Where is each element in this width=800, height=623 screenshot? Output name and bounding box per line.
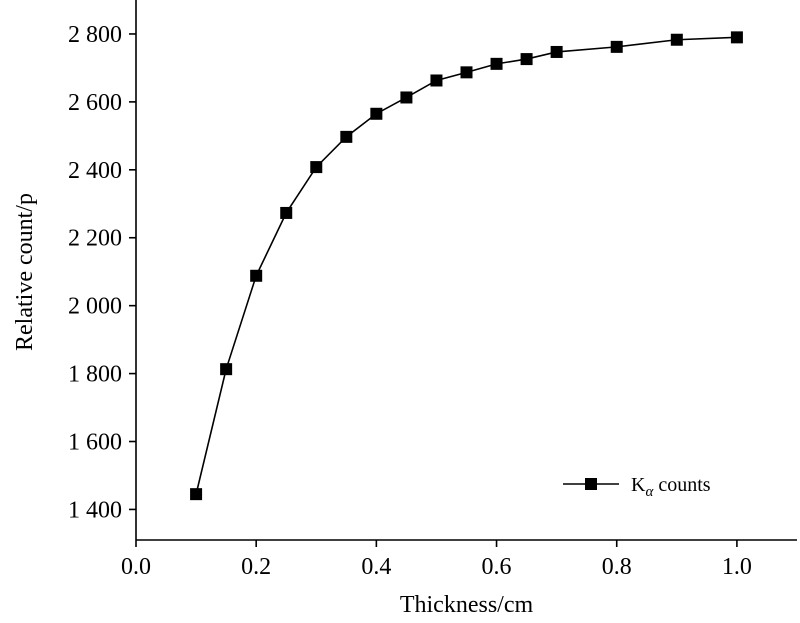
data-point-marker (550, 45, 563, 58)
data-point-marker (730, 31, 743, 44)
legend-label: Kα counts (631, 474, 711, 500)
series-line (195, 36, 737, 495)
legend: Kα counts (563, 474, 711, 500)
legend-label-rest: counts (653, 474, 710, 496)
data-point-marker (460, 66, 473, 79)
x-tick-label: 0.2 (241, 554, 271, 580)
x-tick-label: 0.0 (121, 554, 151, 580)
y-tick-label: 2 800 (68, 22, 122, 48)
data-point-marker (190, 488, 203, 501)
data-point-marker (340, 130, 353, 143)
data-point-marker (280, 206, 293, 219)
series-group (190, 31, 743, 501)
x-tick-label: 0.4 (361, 554, 391, 580)
y-tick-label: 1 400 (68, 497, 122, 523)
y-tick-label: 1 600 (68, 430, 122, 456)
data-point-marker (220, 363, 233, 376)
x-tick-label: 0.6 (482, 554, 512, 580)
data-point-marker (310, 161, 323, 174)
x-axis-title: Thickness/cm (400, 592, 534, 618)
data-point-marker (670, 33, 683, 46)
y-tick-label: 2 600 (68, 90, 122, 116)
legend-label-subscript: α (645, 484, 654, 500)
y-ticks: 1 400 1 600 1 800 2 000 2 200 2 400 2 600 2 800 (68, 22, 136, 523)
axes (135, 0, 797, 541)
data-point-marker (490, 57, 503, 70)
legend-marker (585, 478, 597, 490)
y-tick-label: 2 000 (68, 294, 122, 320)
data-point-marker (370, 107, 383, 120)
data-point-marker (520, 53, 533, 66)
data-point-marker (430, 74, 443, 87)
legend-label-main: K (631, 474, 646, 496)
y-tick-label: 2 200 (68, 226, 122, 252)
y-tick-label: 2 400 (68, 158, 122, 184)
data-point-marker (400, 91, 413, 104)
data-point-marker (250, 269, 263, 282)
x-tick-label: 1.0 (722, 554, 752, 580)
y-axis-title: Relative count/p (12, 193, 38, 351)
data-point-marker (610, 40, 623, 53)
x-ticks: 0.0 0.2 0.4 0.6 0.8 1.0 (121, 540, 752, 580)
x-tick-label: 0.8 (602, 554, 632, 580)
y-tick-label: 1 800 (68, 362, 122, 388)
